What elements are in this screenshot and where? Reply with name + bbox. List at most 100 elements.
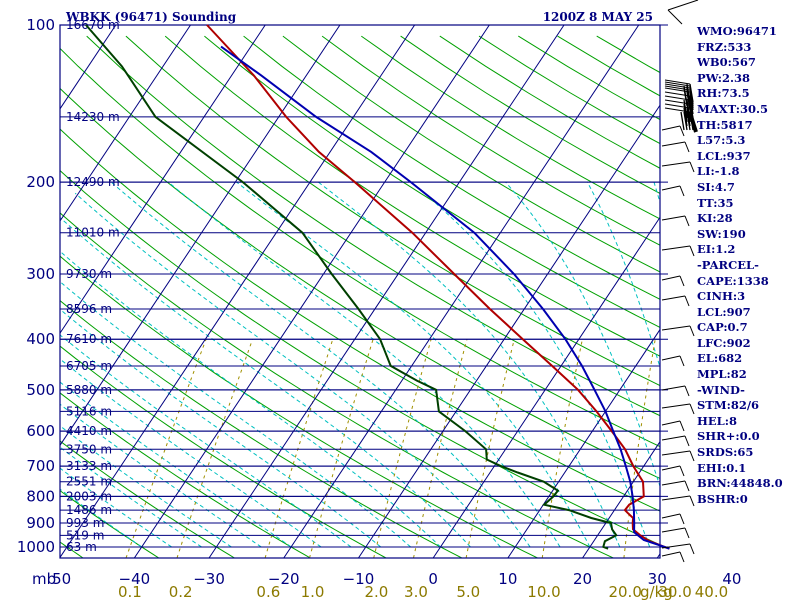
wind-barb: [689, 495, 695, 507]
height-level-label: 11010 m: [66, 226, 120, 240]
stability-indices-panel: WMO:96471 FRZ:533 WB0:567 PW:2.38 RH:73.5 MAX…: [697, 24, 797, 507]
valid-time: 1200Z 8 MAY 25: [543, 10, 653, 24]
index-line: EHI:0.1: [697, 460, 747, 475]
index-line: LCL:937: [697, 148, 751, 163]
index-line: L57:5.3: [697, 133, 746, 148]
isotherm-line: [60, 25, 416, 558]
wind-barb: [664, 79, 691, 85]
temperature-tick-label: −10: [343, 570, 375, 588]
index-line: WMO:96471: [697, 24, 777, 38]
wind-barb: [689, 99, 694, 119]
mixing-ratio-line: [541, 339, 583, 558]
wind-barb: [661, 161, 691, 167]
temperature-tick-label: 0: [428, 570, 438, 588]
wind-barb: [661, 141, 686, 147]
temperature-tick-label: −40: [119, 570, 151, 588]
pressure-tick-label: 200: [26, 173, 55, 191]
wind-barb: [661, 125, 681, 131]
wind-barb: [664, 103, 691, 109]
pressure-tick-label: 1000: [17, 538, 55, 556]
dry-adiabat: [60, 392, 311, 558]
wind-barb: [689, 95, 694, 115]
isotherm-line: [283, 25, 640, 558]
dry-adiabat: [60, 345, 387, 558]
wind-barb: [689, 245, 695, 257]
height-level-label: 8596 m: [66, 302, 112, 316]
grid-lines: [60, 25, 660, 558]
wind-barbs: [661, 0, 699, 563]
moist-adiabat: [60, 467, 172, 548]
pressure-unit-label: mb: [32, 570, 56, 588]
index-line: CAPE:1338: [697, 273, 769, 288]
wind-barb: [661, 325, 691, 331]
height-level-label: 519 m: [66, 528, 104, 542]
axis-labels: WBKK (96471) Sounding 1200Z 8 MAY 25 mb …: [32, 10, 741, 600]
pressure-tick-label: 400: [26, 330, 55, 348]
wind-barb: [661, 527, 686, 533]
isotherm-line: [432, 216, 660, 558]
mixing-ratio-unit-label: g/kg: [640, 583, 673, 600]
wind-barb: [664, 85, 691, 91]
height-level-label: 1486 m: [66, 503, 112, 517]
index-line: FRZ:533: [697, 39, 752, 54]
index-line: KI:28: [697, 211, 733, 226]
wind-barb: [679, 355, 685, 367]
dry-adiabat: [60, 440, 235, 558]
dewpoint-trace: [85, 24, 618, 550]
pressure-tick-label: 900: [26, 514, 55, 532]
wind-barb: [667, 9, 683, 25]
wind-barb: [684, 385, 690, 397]
index-line: BRN:44848.0: [697, 476, 783, 491]
isotherm-line: [582, 440, 660, 558]
wind-barb: [661, 420, 681, 426]
wind-barb: [661, 355, 681, 361]
temperature-tick-label: −20: [268, 570, 300, 588]
wind-barb: [679, 465, 685, 477]
dry-adiabat: [321, 35, 660, 246]
index-line: BSHR:0: [697, 491, 748, 506]
mixing-ratio-label: 3.0: [404, 583, 428, 600]
wind-barb: [683, 111, 688, 131]
index-line: -WIND-: [697, 382, 745, 397]
isotherm-line: [60, 25, 341, 447]
dry-adiabat: [60, 87, 660, 480]
mixing-ratio-label: 30.0: [658, 583, 691, 600]
moist-adiabat: [60, 358, 322, 548]
mixing-ratio-label: 1.0: [301, 583, 325, 600]
station-title: WBKK (96471) Sounding: [65, 10, 237, 24]
wind-barb: [667, 0, 699, 11]
wind-barb: [664, 83, 691, 89]
moist-adiabat: [60, 216, 471, 548]
parcel-trace: [220, 45, 670, 550]
index-line: -PARCEL-: [697, 257, 759, 272]
temperature-tick-label: −30: [193, 570, 225, 588]
isotherm-line: [208, 25, 565, 558]
temperature-tick-label: 10: [498, 570, 517, 588]
wind-barb: [661, 215, 686, 221]
temperature-tick-label: 40: [722, 570, 741, 588]
wind-barb: [661, 551, 681, 557]
isotherm-line: [133, 25, 490, 558]
index-line: TT:35: [697, 195, 734, 210]
wind-barb: [686, 111, 691, 131]
moist-adiabat: [60, 334, 352, 548]
wind-barb: [679, 125, 685, 137]
moist-adiabat: [74, 192, 501, 548]
index-line: CAP:0.7: [697, 320, 748, 335]
mixing-ratio-label: 10.0: [527, 583, 560, 600]
height-level-label: 5116 m: [66, 404, 112, 418]
moist-adiabat: [60, 281, 411, 548]
pressure-tick-label: 800: [26, 487, 55, 505]
moist-adiabat: [60, 446, 202, 548]
index-line: HEL:8: [697, 413, 737, 428]
mixing-ratio-line: [125, 339, 207, 558]
pressure-tick-label: 500: [26, 381, 55, 399]
wind-barb: [686, 99, 691, 119]
dry-adiabat: [125, 35, 660, 387]
height-level-label: 3750 m: [66, 442, 112, 456]
wind-barb: [679, 420, 685, 432]
wind-barb: [679, 513, 685, 525]
isotherm-line: [507, 328, 660, 558]
dry-adiabat: [60, 299, 463, 558]
sounding-traces: [85, 24, 670, 550]
